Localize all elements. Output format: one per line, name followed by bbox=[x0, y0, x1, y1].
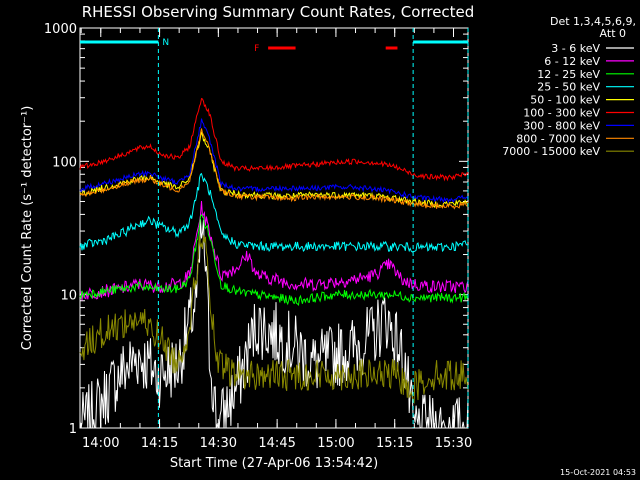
series-line-25-50keV bbox=[79, 172, 469, 253]
x-tick-label: 14:00 bbox=[82, 436, 119, 451]
series-line-12-25keV bbox=[79, 213, 469, 306]
x-axis: 14:00 14:15 14:30 14:45 15:00 15:15 15:30 bbox=[80, 28, 472, 451]
legend-label: 25 - 50 keV bbox=[537, 81, 600, 94]
x-tick-label: 14:30 bbox=[200, 436, 237, 451]
overlay-marks: NF bbox=[80, 28, 469, 428]
x-tick-label: 15:30 bbox=[435, 436, 472, 451]
x-tick-label: 14:15 bbox=[141, 436, 178, 451]
series-line-100-300keV bbox=[79, 97, 469, 182]
y-axis: 1 10 100 1000 bbox=[44, 22, 468, 437]
chart-title: RHESSI Observing Summary Count Rates, Co… bbox=[82, 3, 475, 21]
legend-label: 100 - 300 keV bbox=[523, 107, 600, 120]
y-tick-label: 100 bbox=[52, 155, 77, 170]
legend-label: 3 - 6 keV bbox=[551, 42, 600, 55]
y-tick-label: 1 bbox=[69, 422, 77, 437]
legend-label: 7000 - 15000 keV bbox=[502, 145, 600, 158]
flare-annotation: F bbox=[254, 44, 259, 54]
x-tick-label: 15:15 bbox=[376, 436, 413, 451]
legend-label: 50 - 100 keV bbox=[530, 94, 600, 107]
series-line-6-12keV bbox=[79, 200, 469, 301]
series-line-3-6keV bbox=[79, 219, 469, 430]
x-tick-label: 14:45 bbox=[258, 436, 295, 451]
series-group bbox=[79, 97, 469, 430]
x-tick-label: 15:00 bbox=[317, 436, 354, 451]
y-tick-label: 1000 bbox=[44, 22, 77, 37]
legend-header-line-1: Det 1,3,4,5,6,9, bbox=[550, 15, 636, 28]
series-line-7000-15000keV bbox=[79, 235, 469, 405]
y-tick-label: 10 bbox=[60, 289, 77, 304]
series-line-300-800keV bbox=[79, 118, 469, 204]
legend-label: 300 - 800 keV bbox=[523, 119, 600, 132]
y-axis-label: Corrected Count Rate (s⁻¹ detector⁻¹) bbox=[20, 106, 35, 351]
series-line-800-7000keV bbox=[79, 128, 469, 210]
night-annotation: N bbox=[162, 38, 169, 48]
series-line-50-100keV bbox=[79, 130, 469, 209]
legend-label: 12 - 25 keV bbox=[537, 68, 600, 81]
legend-label: 800 - 7000 keV bbox=[516, 132, 600, 145]
legend-label: 6 - 12 keV bbox=[544, 55, 600, 68]
legend-header-line-2: Att 0 bbox=[600, 27, 626, 40]
x-axis-label: Start Time (27-Apr-06 13:54:42) bbox=[170, 456, 378, 471]
timestamp: 15-Oct-2021 04:53 bbox=[560, 468, 636, 477]
